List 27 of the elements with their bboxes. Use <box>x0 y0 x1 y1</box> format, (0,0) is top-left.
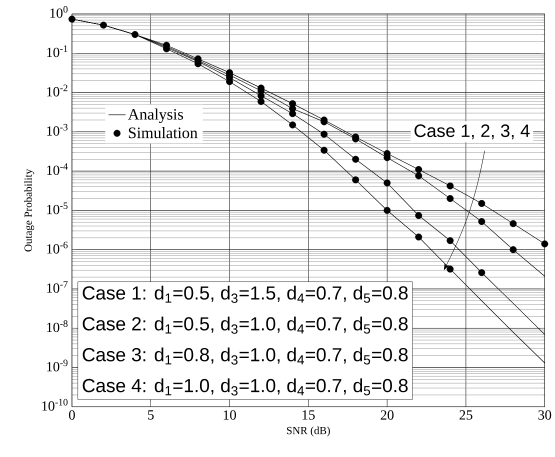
y-axis-title: Outage Probability <box>24 169 34 252</box>
text: Case 2: d$_{1}$=0.5, d$_{3}$=1.0, d$_{4}$=0.7, d$_{5}$=0.8 <box>82 316 408 334</box>
x-tick-label: 30 <box>538 410 552 420</box>
y-tick-label: 10$^{-1}$ <box>47 45 68 58</box>
y-tick-label: 10$^{-2}$ <box>47 84 68 97</box>
annotation: Case 1, 2, 3, 4 <box>414 124 530 140</box>
y-tick-label: 10$^{-7}$ <box>47 281 68 293</box>
text: Case 3: d$_{1}$=0.8, d$_{3}$=1.0, d$_{4}$=0.7, d$_{5}$=0.8 <box>82 348 408 365</box>
x-tick-label: 15 <box>302 410 315 420</box>
y-tick-label: 10$^{-4}$ <box>47 163 68 176</box>
legend-label: Simulation <box>128 127 198 138</box>
y-tick-label: 10$^{-9}$ <box>47 360 68 372</box>
y-tick-label: 10$^{-3}$ <box>47 124 68 136</box>
text: Case 4: d$_{1}$=1.0, d$_{3}$=1.0, d$_{4}$=0.7, d$_{5}$=0.8 <box>82 378 408 396</box>
x-tick-label: 10 <box>224 410 236 420</box>
x-tick-label: 5 <box>148 410 154 420</box>
y-tick-label: 10$^{0}$ <box>50 6 68 18</box>
y-tick-label: 10$^{-5}$ <box>47 202 68 214</box>
text: Case 1: d$_{1}$=0.5, d$_{3}$=1.5, d$_{4}$=0.7, d$_{5}$=0.8 <box>82 286 408 304</box>
legend-label: Analysis <box>128 108 184 124</box>
x-tick-label: 0 <box>69 410 75 420</box>
x-tick-label: 20 <box>380 410 394 420</box>
x-axis-title: SNR (dB) <box>287 426 330 437</box>
y-tick-label: 10$^{-6}$ <box>47 242 68 254</box>
x-tick-label: 25 <box>460 410 472 420</box>
y-tick-label: 10$^{-10}$ <box>42 398 68 411</box>
y-tick-label: 10$^{-8}$ <box>47 320 68 332</box>
